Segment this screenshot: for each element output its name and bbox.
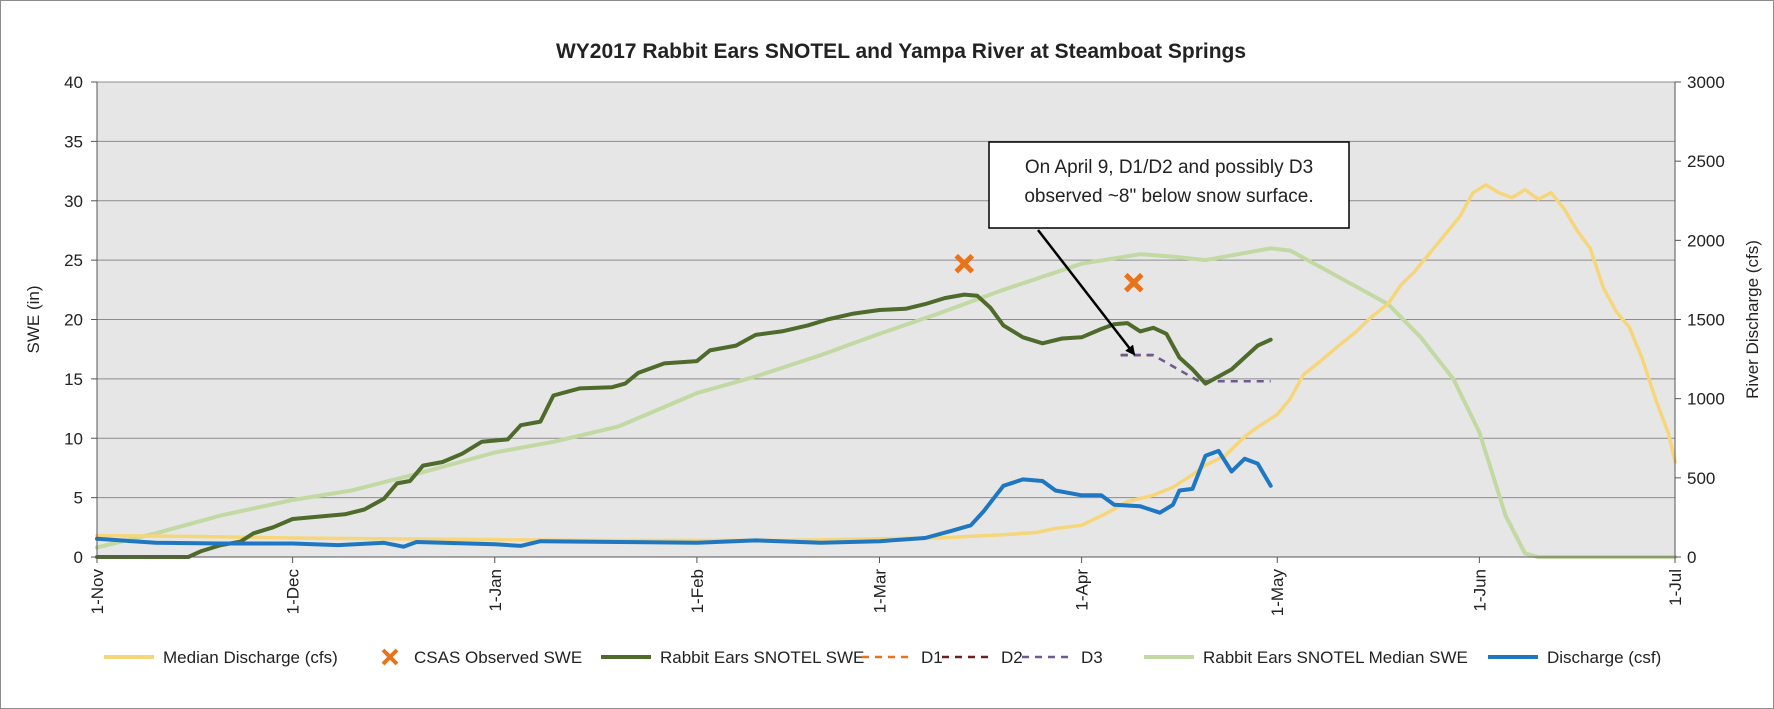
y-tick-label: 10 (64, 429, 83, 448)
annotation-box (989, 142, 1349, 228)
x-tick-label: 1-Mar (870, 569, 889, 614)
legend-label: Rabbit Ears SNOTEL Median SWE (1203, 648, 1468, 667)
annotation-line: observed ~8" below snow surface. (1024, 186, 1313, 207)
legend-label: Rabbit Ears SNOTEL SWE (660, 648, 864, 667)
y-tick-label: 0 (74, 548, 83, 567)
y-tick-label: 25 (64, 251, 83, 270)
y-tick-label: 5 (74, 489, 83, 508)
y-tick-label: 35 (64, 132, 83, 151)
legend-label: D1 (921, 648, 943, 667)
x-tick-label: 1-Apr (1073, 569, 1092, 611)
x-tick-label: 1-Jan (486, 569, 505, 612)
y2-tick-label: 1500 (1687, 311, 1725, 330)
x-tick-label: 1-Jul (1666, 569, 1685, 606)
chart-frame: WY2017 Rabbit Ears SNOTEL and Yampa Rive… (0, 0, 1774, 709)
y2-tick-label: 2500 (1687, 152, 1725, 171)
x-tick-label: 1-May (1268, 569, 1287, 617)
y-axis-title: SWE (in) (24, 286, 43, 354)
y2-tick-label: 500 (1687, 469, 1715, 488)
y2-axis-title: River Discharge (cfs) (1743, 240, 1762, 399)
y-tick-label: 40 (64, 73, 83, 92)
x-tick-label: 1-Feb (688, 569, 707, 613)
legend: Median Discharge (cfs) CSAS Observed SWE R… (104, 648, 1661, 667)
x-tick-label: 1-Dec (284, 569, 303, 615)
legend-label: CSAS Observed SWE (414, 648, 582, 667)
annotation-line: On April 9, D1/D2 and possibly D3 (1025, 157, 1313, 178)
legend-label: Median Discharge (cfs) (163, 648, 338, 667)
y2-tick-label: 1000 (1687, 390, 1725, 409)
y2-tick-label: 0 (1687, 548, 1696, 567)
x-tick-label: 1-Nov (88, 569, 107, 615)
y2-tick-label: 2000 (1687, 231, 1725, 250)
chart-title: WY2017 Rabbit Ears SNOTEL and Yampa Rive… (556, 40, 1246, 63)
legend-swatch (383, 650, 397, 664)
legend-label: D3 (1081, 648, 1103, 667)
y-tick-label: 20 (64, 311, 83, 330)
y2-tick-label: 3000 (1687, 73, 1725, 92)
x-tick-label: 1-Jun (1470, 569, 1489, 612)
legend-label: Discharge (csf) (1547, 648, 1661, 667)
y-tick-label: 30 (64, 192, 83, 211)
chart-svg: WY2017 Rabbit Ears SNOTEL and Yampa Rive… (1, 1, 1773, 708)
y-tick-label: 15 (64, 370, 83, 389)
legend-label: D2 (1001, 648, 1023, 667)
